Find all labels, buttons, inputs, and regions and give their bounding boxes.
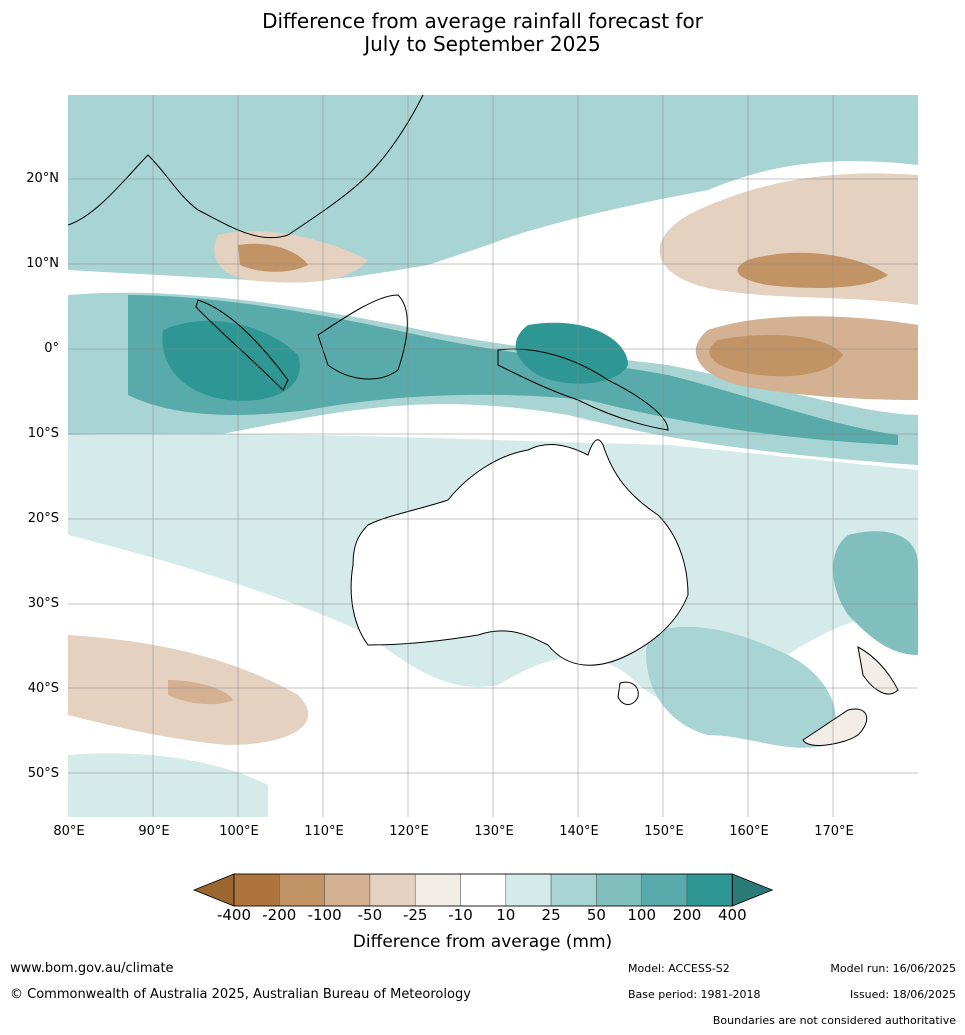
graticule [68, 95, 918, 817]
colorbar [192, 873, 774, 907]
lat-label-50s: 50°S [27, 766, 59, 781]
lat-label-0: 0° [44, 341, 59, 356]
anomaly-eastern-teal [833, 531, 918, 655]
footer-issued: Issued: 18/06/2025 [849, 988, 956, 1001]
footer-copyright: © Commonwealth of Australia 2025, Austra… [10, 987, 471, 1002]
anomaly-core-png [515, 322, 628, 384]
lon-label-170e: 170°E [814, 824, 854, 839]
colorbar-tick-label: 200 [672, 906, 702, 924]
rainfall-anomaly-field [68, 95, 918, 817]
sumatra-outline [195, 299, 289, 391]
colorbar-label: Difference from average (mm) [352, 932, 613, 952]
rainfall-map [68, 95, 918, 817]
anomaly-dry-central-pacific-core [709, 335, 843, 377]
colorbar-segment [550, 873, 597, 907]
lon-label-80e: 80°E [53, 824, 85, 839]
colorbar-tick-label: 25 [541, 906, 561, 924]
footer-model: Model: ACCESS-S2 [628, 962, 730, 975]
colorbar-segment [233, 873, 280, 907]
footer-website: www.bom.gov.au/climate [10, 961, 174, 976]
colorbar-tick-label: 100 [627, 906, 657, 924]
lon-label-120e: 120°E [389, 824, 429, 839]
anomaly-tasman-teal [646, 626, 836, 748]
colorbar-segment [324, 873, 371, 907]
colorbar-segment [641, 873, 688, 907]
anomaly-core-sumatra [162, 320, 300, 401]
australia-outline [350, 439, 689, 666]
colorbar-tick-label: -50 [357, 906, 383, 924]
colorbar-segment [414, 873, 461, 907]
colorbar-segment [279, 873, 325, 907]
title-line-1: Difference from average rainfall forecas… [262, 9, 703, 33]
colorbar-segment [460, 873, 507, 907]
anomaly-dry-western-pacific-core [737, 252, 888, 288]
anomaly-dry-south-indian-core [168, 680, 233, 705]
anomaly-dry-indochina-core [238, 243, 308, 272]
lat-label-10s: 10°S [27, 426, 59, 441]
lat-label-30s: 30°S [27, 596, 59, 611]
lon-label-90e: 90°E [138, 824, 170, 839]
footer-disclaimer: Boundaries are not considered authoritat… [712, 1014, 956, 1027]
colorbar-tick-label: 50 [586, 906, 606, 924]
footer-base-period: Base period: 1981-2018 [628, 988, 761, 1001]
map-title: Difference from average rainfall forecas… [0, 10, 965, 56]
lat-label-40s: 40°S [27, 681, 59, 696]
colorbar-segment [596, 873, 642, 907]
colorbar-tick-label: -25 [402, 906, 428, 924]
title-line-2: July to September 2025 [364, 32, 601, 56]
anomaly-southern-ocean-teal [68, 753, 268, 817]
colorbar-outline [233, 873, 733, 907]
colorbar-segment [686, 873, 733, 907]
anomaly-band-equator-mid [128, 295, 898, 445]
lon-label-150e: 150°E [644, 824, 684, 839]
tasmania-outline [617, 681, 639, 705]
lon-label-100e: 100°E [219, 824, 259, 839]
new-zealand-outline [802, 646, 899, 746]
lon-label-160e: 160°E [729, 824, 769, 839]
lon-label-110e: 110°E [304, 824, 344, 839]
colorbar-tick-label: 10 [496, 906, 516, 924]
colorbar-extend-low [192, 873, 235, 907]
lon-label-130e: 130°E [474, 824, 514, 839]
footer-model-run: Model run: 16/06/2025 [830, 962, 956, 975]
lat-label-10n: 10°N [26, 256, 59, 271]
lat-label-20n: 20°N [26, 171, 59, 186]
colorbar-tick-label: -200 [262, 906, 297, 924]
colorbar-tick-label: 400 [717, 906, 747, 924]
colorbar-tick-label: -400 [216, 906, 252, 924]
colorbar-tick-label: -100 [307, 906, 342, 924]
asia-coastline [68, 95, 424, 239]
colorbar-segment [505, 873, 552, 907]
new-guinea-outline [497, 348, 669, 431]
colorbar-tick-label: -10 [448, 906, 473, 924]
colorbar-segment [369, 873, 416, 907]
colorbar-extend-high [731, 873, 774, 907]
lon-label-140e: 140°E [559, 824, 599, 839]
lat-label-20s: 20°S [27, 511, 59, 526]
borneo-outline [317, 294, 408, 380]
